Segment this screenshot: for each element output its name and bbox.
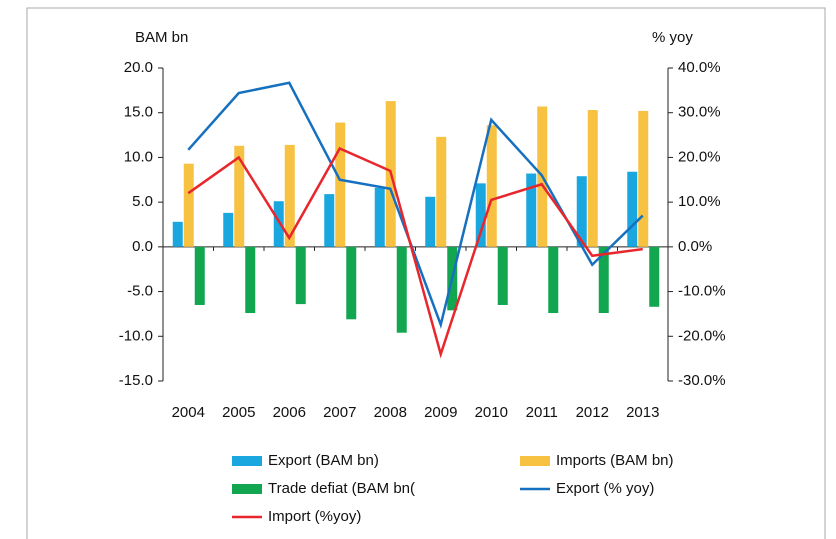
bar (396, 246, 407, 333)
bar (223, 212, 234, 247)
bar (598, 246, 609, 314)
y-tick-label: 5.0 (132, 193, 153, 210)
y2-tick-label: 0.0% (678, 238, 712, 255)
bar (436, 136, 447, 247)
bar (374, 187, 385, 247)
y-tick-label: 0.0 (132, 238, 153, 255)
bar (273, 201, 284, 247)
x-tick-label: 2012 (576, 404, 609, 421)
y-axis-title: BAM bn (135, 29, 188, 46)
bar (486, 125, 497, 247)
x-tick-label: 2005 (222, 404, 255, 421)
bar (324, 194, 335, 247)
bar (335, 122, 346, 247)
legend-label: Imports (BAM bn) (556, 452, 674, 469)
bar (497, 246, 508, 305)
y2-tick-label: 10.0% (678, 193, 721, 210)
y-tick-label: -10.0 (119, 327, 153, 344)
x-tick-label: 2007 (323, 404, 356, 421)
y-tick-label: -5.0 (127, 283, 153, 300)
frame (26, 7, 826, 539)
x-tick-label: 2008 (374, 404, 407, 421)
bar (284, 144, 295, 247)
bar (346, 246, 357, 320)
legend-label: Export (% yoy) (556, 480, 654, 497)
line (187, 146, 643, 359)
bar (587, 110, 598, 247)
y2-tick-label: -20.0% (678, 327, 726, 344)
legend-swatch (520, 456, 550, 466)
y2-tick-label: -10.0% (678, 283, 726, 300)
bar (627, 171, 638, 247)
y-tick-label: -15.0 (119, 372, 153, 389)
bar (245, 246, 256, 314)
bar (234, 145, 245, 247)
legend-swatch (232, 456, 262, 466)
y2-tick-label: 30.0% (678, 104, 721, 121)
legend-label: Import (%yoy) (268, 508, 361, 525)
y-tick-label: 20.0 (124, 59, 153, 76)
y2-tick-label: 40.0% (678, 59, 721, 76)
line (187, 81, 644, 329)
bar (194, 246, 205, 305)
bar (172, 221, 183, 247)
bar (548, 246, 559, 314)
y2-tick-label: 20.0% (678, 148, 721, 165)
y-tick-label: 15.0 (124, 104, 153, 121)
bar (526, 173, 537, 247)
bar (649, 246, 660, 307)
x-tick-label: 2011 (526, 404, 558, 421)
x-tick-label: 2009 (424, 404, 457, 421)
bar (425, 196, 436, 247)
bar (475, 183, 486, 247)
x-tick-label: 2010 (475, 404, 508, 421)
y2-axis-title: % yoy (652, 29, 693, 46)
bar (576, 176, 587, 247)
y-tick-label: 10.0 (124, 148, 153, 165)
legend-label: Export (BAM bn) (268, 452, 379, 469)
bar (295, 246, 306, 305)
bar (183, 163, 194, 247)
y2-tick-label: -30.0% (678, 372, 726, 389)
x-tick-label: 2013 (626, 404, 659, 421)
legend-swatch (232, 484, 262, 494)
x-tick-label: 2004 (172, 404, 205, 421)
x-tick-label: 2006 (273, 404, 306, 421)
legend-label: Trade defiat (BAM bn( (268, 480, 415, 497)
bar (638, 110, 649, 247)
